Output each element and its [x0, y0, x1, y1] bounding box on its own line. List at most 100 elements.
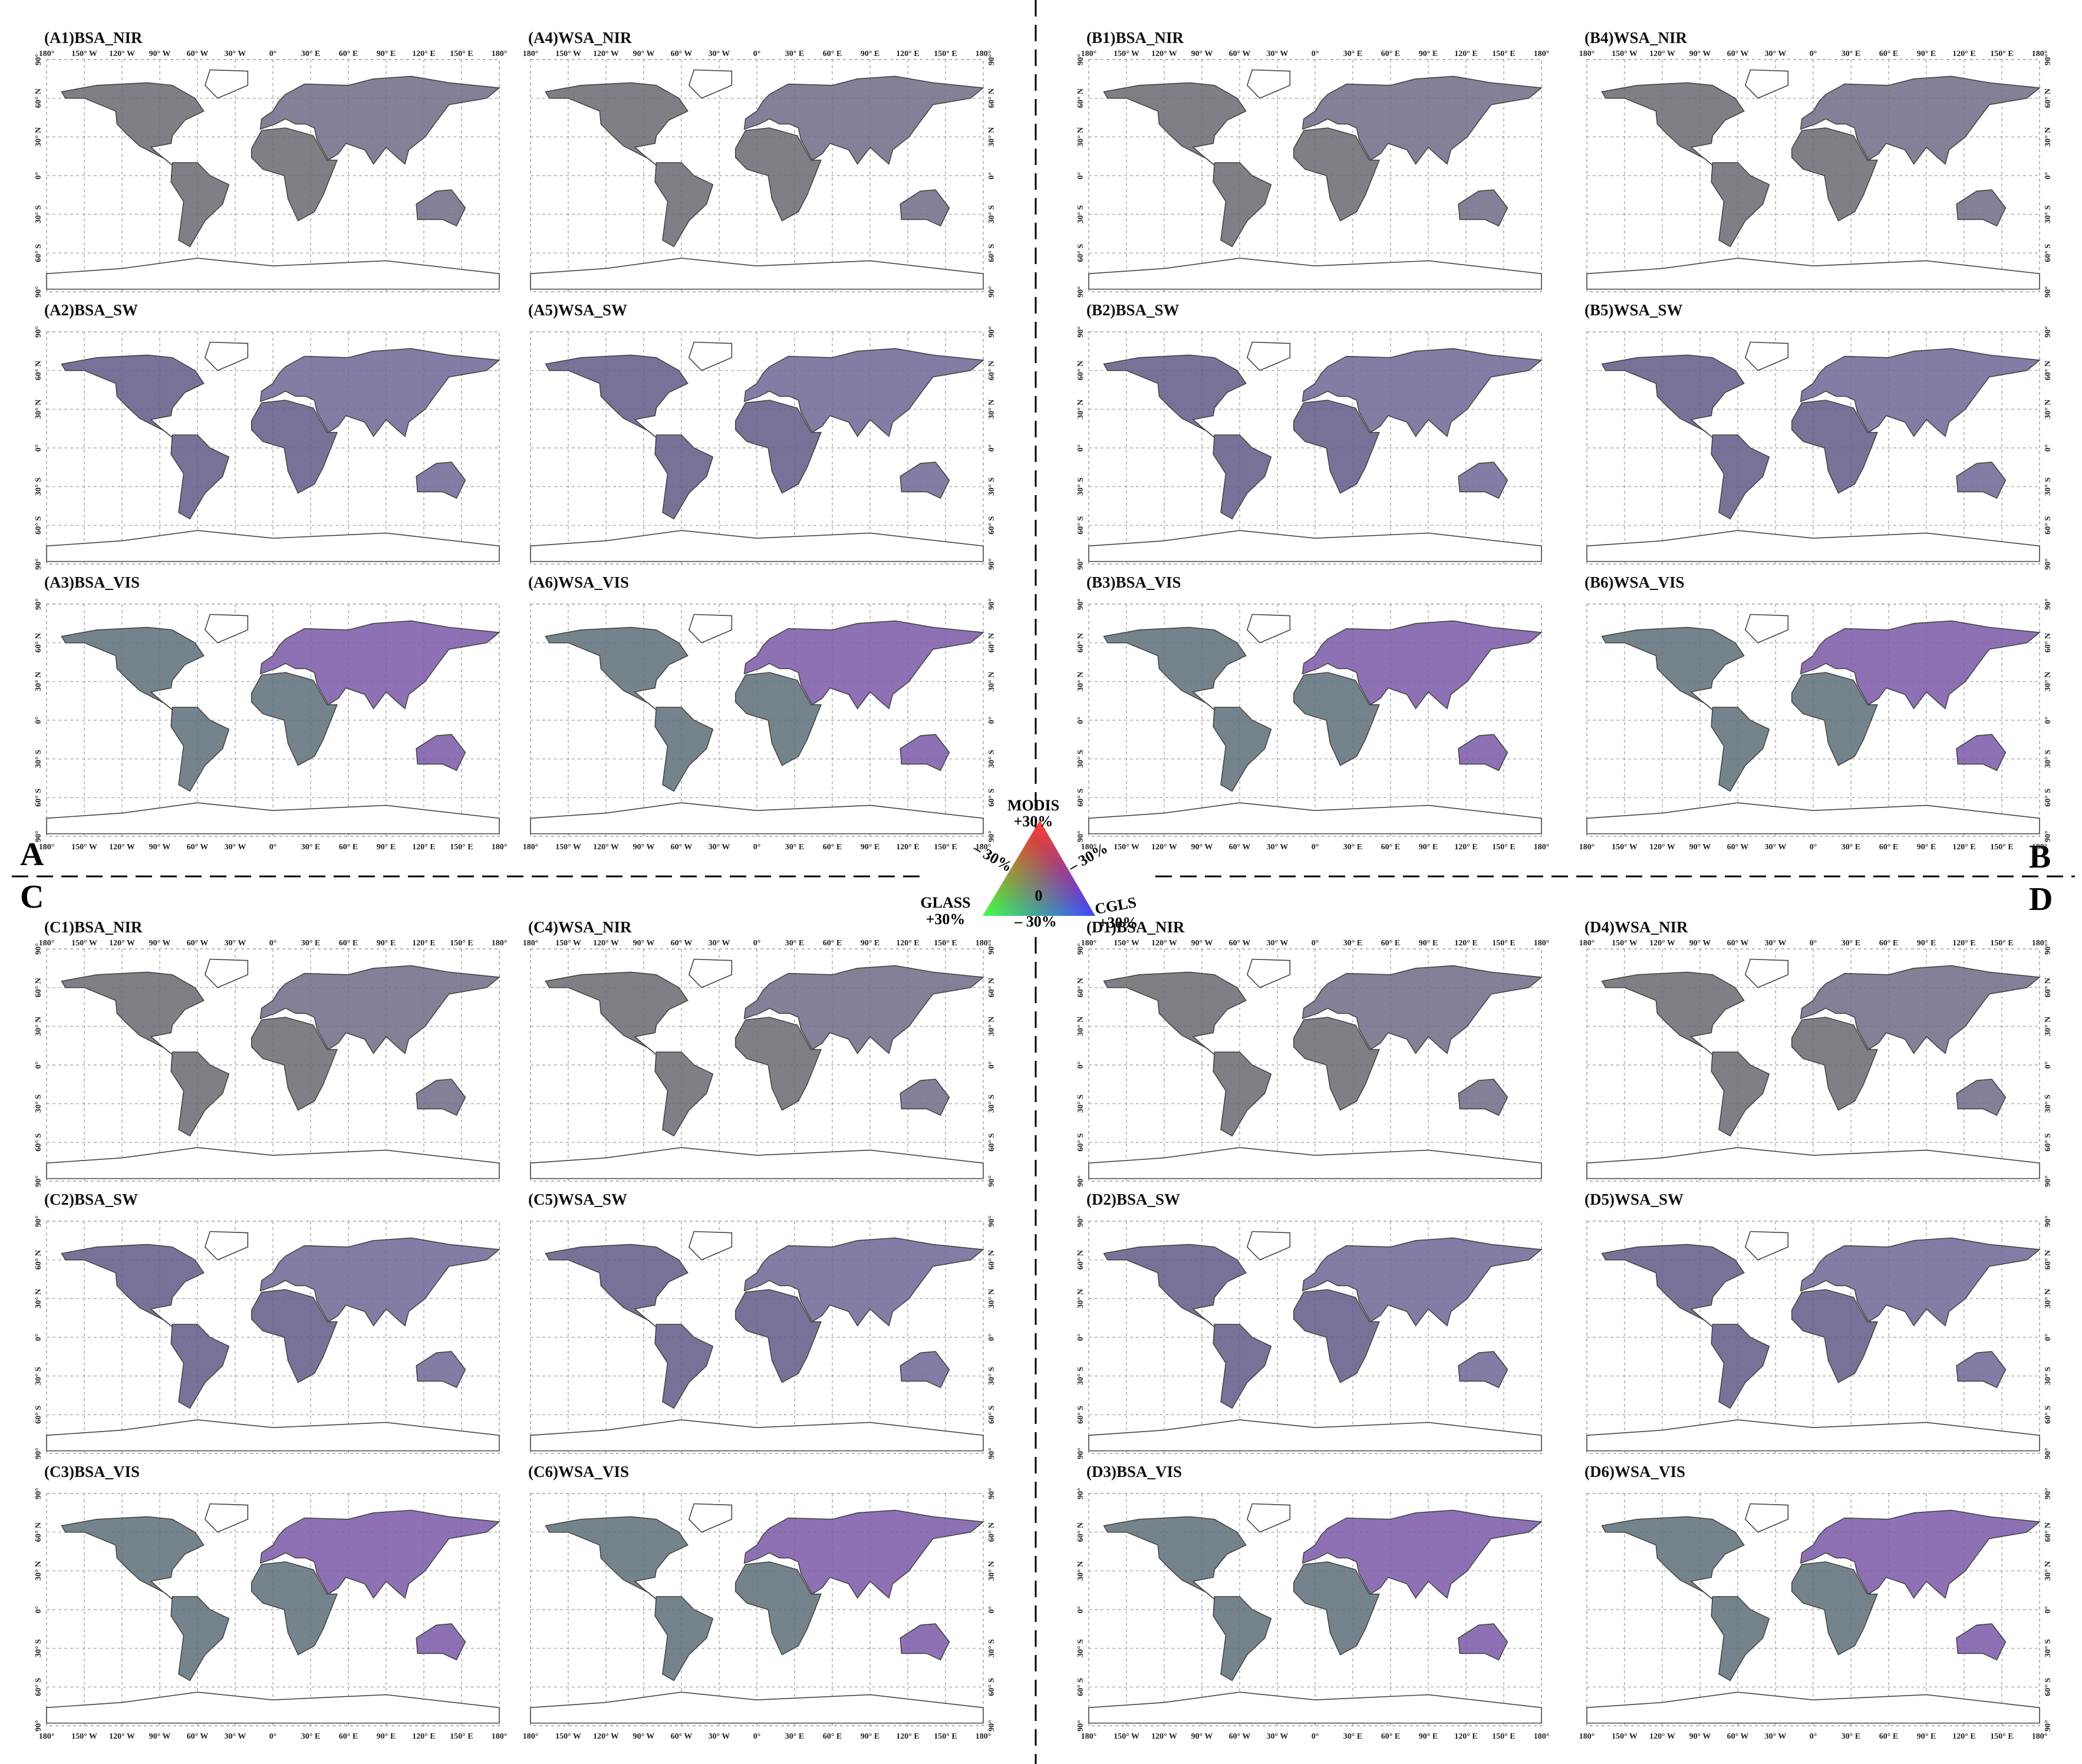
lon-tick-label: 120° W — [109, 50, 135, 58]
lat-tick-label: 90° — [987, 54, 996, 65]
lat-tick-label: 60° S — [987, 244, 996, 262]
lat-tick-label: 30° N — [987, 1561, 996, 1581]
land — [1711, 162, 1770, 248]
lon-tick-label: 30° W — [1267, 939, 1289, 948]
lon-tick-label: 90° W — [1191, 939, 1213, 948]
lat-tick-label: 90° — [2044, 1215, 2053, 1227]
lat-tick-label: 30° N — [1076, 127, 1085, 147]
lon-tick-label: 30° W — [709, 1732, 730, 1741]
lat-tick-label: 30° S — [987, 1367, 996, 1385]
lat-tick-label: 90° — [34, 326, 43, 338]
land — [1213, 1596, 1272, 1681]
land — [259, 1237, 500, 1327]
lat-tick-label: 90° — [987, 943, 996, 955]
lat-tick-label: 60° S — [987, 1133, 996, 1152]
lat-tick-label: 30° S — [2044, 750, 2053, 768]
land — [688, 614, 733, 644]
land — [61, 971, 205, 1056]
lon-tick-label: 150° E — [1990, 843, 2013, 852]
lon-tick-label: 150° W — [71, 939, 97, 948]
lon-tick-label: 180° — [523, 843, 539, 852]
lat-tick-label: 0° — [987, 444, 996, 452]
lat-tick-label: 60° N — [34, 88, 43, 108]
lat-tick-label: 30° N — [2044, 1289, 2053, 1308]
land — [1800, 620, 2041, 710]
land — [251, 127, 338, 222]
lat-tick-label: 90° — [2044, 1488, 2053, 1499]
land — [900, 1079, 950, 1116]
lon-tick-label: 150° E — [934, 843, 957, 852]
land — [1800, 965, 2041, 1054]
lon-tick-label: 30° W — [1267, 1732, 1289, 1741]
lat-tick-label: 30° S — [2044, 1367, 2053, 1385]
land — [545, 971, 688, 1056]
land — [1586, 802, 2040, 835]
lat-tick-label: 0° — [1076, 172, 1085, 180]
lon-tick-label: 90° W — [1191, 50, 1213, 58]
land — [416, 189, 466, 227]
lon-tick-label: 60° E — [339, 939, 358, 948]
lon-tick-label: 0° — [1312, 843, 1319, 852]
land — [530, 1419, 984, 1452]
lat-tick-label: 90° — [34, 1448, 43, 1459]
lat-tick-label: 90° — [1076, 1215, 1085, 1227]
lon-tick-label: 150° W — [71, 1732, 97, 1741]
panel-title: (C3)BSA_VIS — [44, 1463, 140, 1481]
lon-tick-label: 90° W — [149, 939, 171, 948]
lat-tick-label: 30° S — [34, 750, 43, 768]
lon-tick-label: 120° E — [896, 939, 919, 948]
lon-tick-label: 60° E — [339, 1732, 358, 1741]
lon-tick-label: 120° W — [593, 50, 619, 58]
lat-tick-label: 90° — [2044, 598, 2053, 610]
lon-tick-label: 60° W — [1229, 843, 1251, 852]
land — [1246, 69, 1291, 99]
land — [251, 1289, 338, 1383]
land — [734, 1561, 822, 1656]
lat-tick-label: 90° — [1076, 943, 1085, 955]
land — [1088, 802, 1542, 835]
lat-tick-label: 30° N — [987, 400, 996, 419]
lon-tick-label: 60° E — [823, 50, 842, 58]
lon-tick-label: 180° — [1081, 50, 1097, 58]
lon-tick-label: 90° W — [1689, 50, 1711, 58]
land — [1791, 400, 1878, 494]
lat-tick-label: 60° N — [34, 1250, 43, 1270]
lat-tick-label: 0° — [1076, 717, 1085, 724]
lon-tick-label: 60° E — [823, 939, 842, 948]
lat-tick-label: 60° N — [1076, 633, 1085, 652]
land — [530, 1147, 984, 1179]
lat-tick-label: 90° — [1076, 286, 1085, 298]
lat-tick-label: 60° S — [34, 1133, 43, 1152]
lat-tick-label: 90° — [987, 558, 996, 570]
land — [1586, 258, 2040, 290]
land — [900, 189, 950, 227]
land — [251, 400, 338, 494]
lat-tick-label: 30° N — [1076, 672, 1085, 691]
land — [1213, 162, 1272, 248]
lon-tick-label: 0° — [1810, 50, 1817, 58]
legend-triangle — [983, 820, 1095, 916]
land — [1293, 127, 1380, 222]
map-panel: (D3)BSA_VIS 180° 150° W 120° W 90° W 60° W 30°… — [1076, 1463, 1549, 1741]
lat-tick-label: 30° N — [1076, 1289, 1085, 1308]
lat-tick-label: 90° — [1076, 1175, 1085, 1187]
lat-tick-label: 90° — [34, 286, 43, 298]
panel-title: (B4)WSA_NIR — [1584, 29, 1688, 47]
lat-tick-label: 30° N — [1076, 400, 1085, 419]
lat-tick-label: 60° N — [1076, 1250, 1085, 1270]
lon-tick-label: 0° — [269, 1732, 277, 1741]
land — [545, 1244, 688, 1328]
lat-tick-label: 60° S — [987, 1406, 996, 1424]
lon-tick-label: 60° W — [187, 50, 209, 58]
land — [1956, 189, 2007, 227]
lat-tick-label: 0° — [34, 1334, 43, 1341]
lon-tick-label: 120° W — [109, 843, 135, 852]
lon-tick-label: 60° W — [1727, 843, 1749, 852]
land — [251, 1017, 338, 1111]
lat-tick-label: 30° N — [2044, 127, 2053, 147]
lon-tick-label: 60° E — [1381, 843, 1400, 852]
lat-tick-label: 0° — [1076, 1334, 1085, 1341]
lat-tick-label: 90° — [34, 943, 43, 955]
lon-tick-label: 150° E — [1492, 1732, 1515, 1741]
lon-tick-label: 180° — [1534, 50, 1550, 58]
